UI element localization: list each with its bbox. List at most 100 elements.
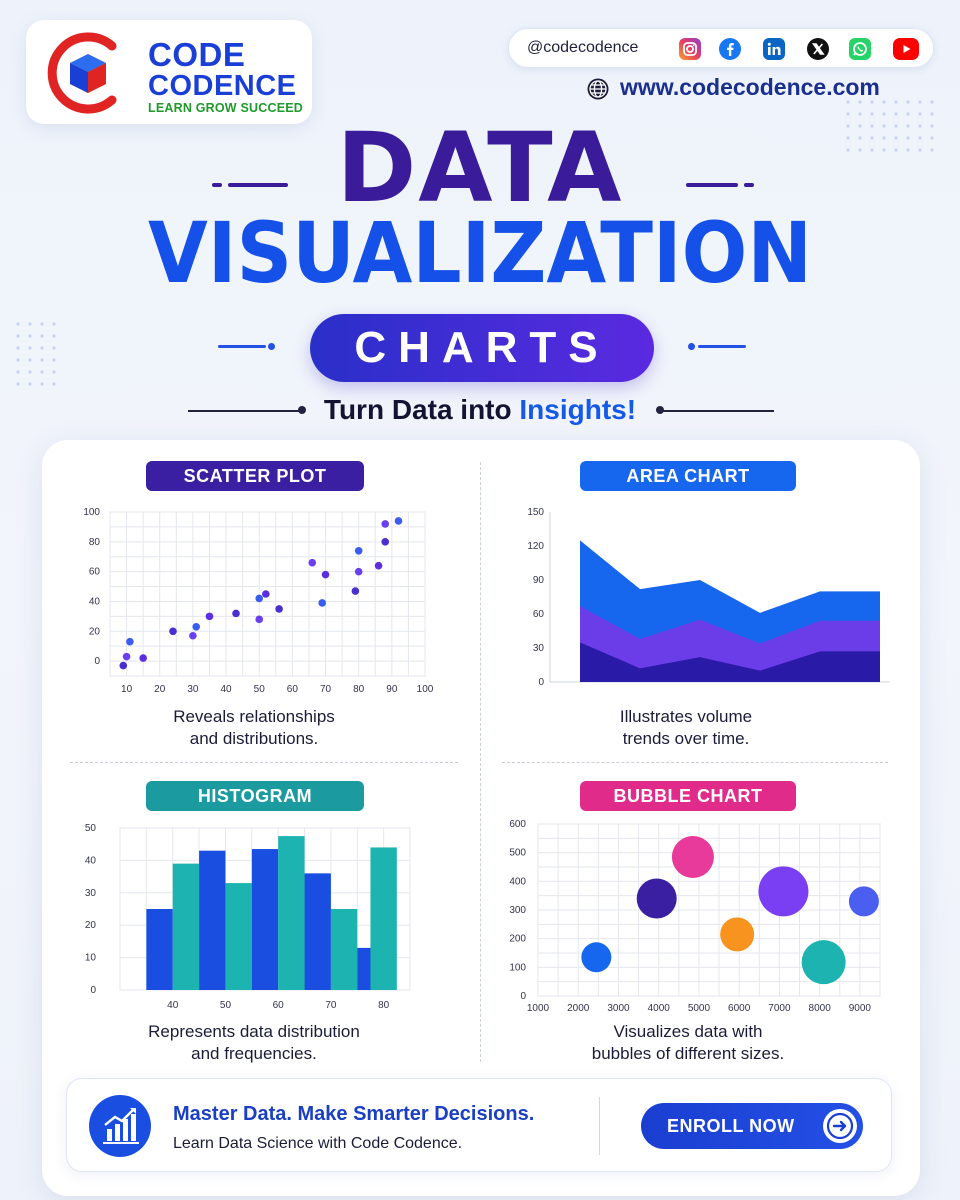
decorative-dot [906, 148, 910, 152]
decorative-dot [930, 112, 934, 116]
decorative-dot [882, 100, 886, 104]
decorative-dot [40, 322, 44, 326]
decorative-dot [882, 136, 886, 140]
caption-line: bubbles of different sizes. [591, 1044, 785, 1063]
decorative-dots-top-right [842, 96, 942, 166]
deco-dash [744, 183, 754, 187]
logo-tagline: LEARN GROW SUCCEED [148, 101, 303, 115]
bubble [848, 886, 879, 917]
histogram-bar [304, 873, 331, 990]
decorative-dot [894, 100, 898, 104]
x-tick-label: 3000 [607, 1003, 630, 1014]
x-tick-label: 10 [121, 684, 133, 695]
bubble-chart: 1000 2000 3000 4000 5000 6000 7000 8000 9000 0 100… [509, 819, 881, 1014]
x-tick-label: 70 [320, 684, 332, 695]
decorative-dot [858, 136, 862, 140]
scatter-point [262, 590, 270, 598]
caption-line: Visualizes data with [613, 1022, 763, 1041]
y-tick-label: 500 [509, 848, 526, 859]
scatter-point [354, 546, 363, 555]
bubble-chart-label: BUBBLE CHART [580, 781, 796, 811]
histogram-caption: Represents data distribution and frequen… [84, 1021, 424, 1065]
decorative-dot [870, 100, 874, 104]
headline-visualization: VISUALIZATION [147, 204, 813, 302]
decorative-dot [882, 148, 886, 152]
y-tick-label: 300 [509, 905, 526, 916]
enroll-now-label: ENROLL NOW [667, 1116, 795, 1136]
scatter-point [139, 654, 147, 662]
scatter-point [232, 609, 240, 618]
decorative-dot [52, 382, 56, 386]
decorative-dot [52, 334, 56, 338]
bubble [581, 942, 612, 973]
bubble [636, 878, 677, 919]
decorative-dot [918, 148, 922, 152]
y-tick-label: 120 [527, 541, 544, 552]
decorative-dot [858, 124, 862, 128]
scatter-point [189, 631, 197, 640]
decorative-dot [882, 124, 886, 128]
decorative-dot [870, 136, 874, 140]
decorative-dot [28, 382, 32, 386]
subtitle: Turn Data into Insights! [0, 394, 960, 426]
youtube-icon[interactable] [893, 38, 919, 60]
y-tick-label: 0 [520, 991, 526, 1002]
decorative-dot [40, 358, 44, 362]
histogram-bar [330, 909, 358, 990]
y-tick-label: 150 [527, 507, 544, 518]
x-tick-label: 50 [254, 684, 266, 695]
x-tick-label: 30 [187, 684, 199, 695]
bubble [801, 940, 846, 985]
facebook-icon[interactable] [719, 38, 741, 60]
decorative-dot [52, 322, 56, 326]
decorative-dot [40, 346, 44, 350]
scatter-plot-caption: Reveals relationships and distributions. [94, 706, 414, 750]
decorative-dot [40, 382, 44, 386]
x-tick-label: 40 [220, 684, 232, 695]
decorative-dot [52, 370, 56, 374]
globe-icon [587, 78, 609, 100]
whatsapp-icon[interactable] [849, 38, 871, 60]
x-tick-label: 80 [378, 1000, 390, 1011]
decorative-dot [918, 112, 922, 116]
enroll-now-button[interactable]: ENROLL NOW [641, 1103, 863, 1149]
decorative-dot [930, 124, 934, 128]
y-tick-label: 40 [89, 596, 101, 607]
decorative-dot [894, 112, 898, 116]
caption-line: and distributions. [189, 729, 319, 748]
scatter-point [255, 615, 264, 624]
y-tick-label: 80 [89, 537, 101, 548]
deco-dash [212, 183, 222, 187]
x-tick-label: 60 [273, 1000, 285, 1011]
decorative-dot [40, 370, 44, 374]
social-handle[interactable]: @codecodence [527, 39, 639, 56]
area-chart-caption: Illustrates volume trends over time. [526, 706, 846, 750]
instagram-icon[interactable] [679, 38, 701, 60]
x-tick-label: 60 [287, 684, 299, 695]
y-tick-label: 10 [85, 953, 97, 964]
x-icon[interactable] [807, 38, 829, 60]
caption-line: Reveals relationships [173, 707, 335, 726]
y-tick-label: 40 [85, 855, 97, 866]
scatter-plot-label: SCATTER PLOT [146, 461, 364, 491]
scatter-point [255, 594, 264, 603]
panel-divider-horizontal [70, 762, 458, 763]
x-tick-label: 40 [167, 1000, 179, 1011]
y-tick-label: 200 [509, 934, 526, 945]
x-tick-label: 9000 [849, 1003, 872, 1014]
deco-line [218, 345, 266, 348]
logo-text-line2: CODENCE [148, 70, 297, 102]
decorative-dot [894, 136, 898, 140]
scatter-point [394, 517, 403, 525]
decorative-dot [40, 334, 44, 338]
scatter-point [275, 605, 283, 613]
decorative-dot [846, 136, 850, 140]
decorative-dot [846, 112, 850, 116]
linkedin-icon[interactable] [763, 38, 785, 60]
histogram-bar [278, 836, 305, 990]
logo-text-line1: CODE [148, 36, 246, 73]
area-chart: 0 30 60 90 120 150 [527, 507, 890, 688]
decorative-dot [28, 346, 32, 350]
deco-line [662, 410, 774, 412]
decorative-dot [846, 100, 850, 104]
